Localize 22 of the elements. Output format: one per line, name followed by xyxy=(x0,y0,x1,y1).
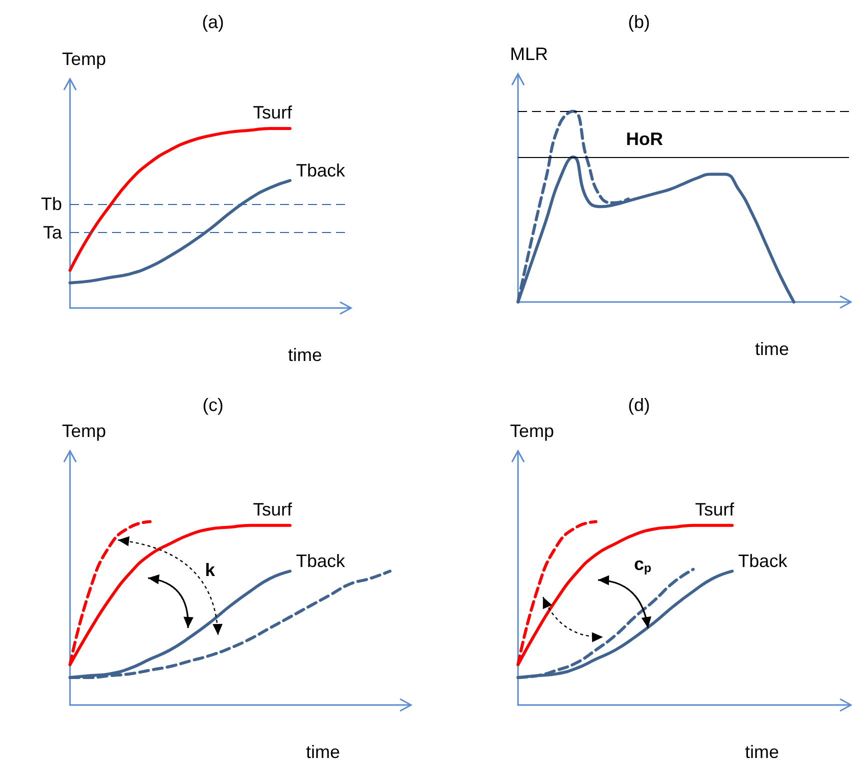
x-axis-title: time xyxy=(288,345,322,365)
annotation: HoR xyxy=(626,129,663,149)
y-axis-title: Temp xyxy=(62,49,106,69)
x-axis-title: time xyxy=(306,742,340,762)
chart-title: (a) xyxy=(202,12,224,32)
ref-line-label: Tb xyxy=(40,194,62,214)
series-label: Tsurf xyxy=(253,102,294,122)
x-axis-title: time xyxy=(754,339,789,359)
chart-title: (d) xyxy=(628,395,650,415)
series-label: Tback xyxy=(738,551,788,572)
ref-line-label: Ta xyxy=(42,222,63,243)
series-label: Tback xyxy=(296,160,346,181)
series-label: Tsurf xyxy=(253,499,294,520)
y-axis-title: Temp xyxy=(62,421,106,441)
y-axis-title: MLR xyxy=(510,44,548,64)
series-label: Tback xyxy=(296,551,346,572)
chart-title: (b) xyxy=(628,12,650,32)
series-label: Tsurf xyxy=(695,499,736,520)
chart-title: (c) xyxy=(202,395,224,415)
annotation: k xyxy=(205,560,216,580)
y-axis-title: Temp xyxy=(510,421,554,441)
x-axis-title: time xyxy=(744,742,779,762)
